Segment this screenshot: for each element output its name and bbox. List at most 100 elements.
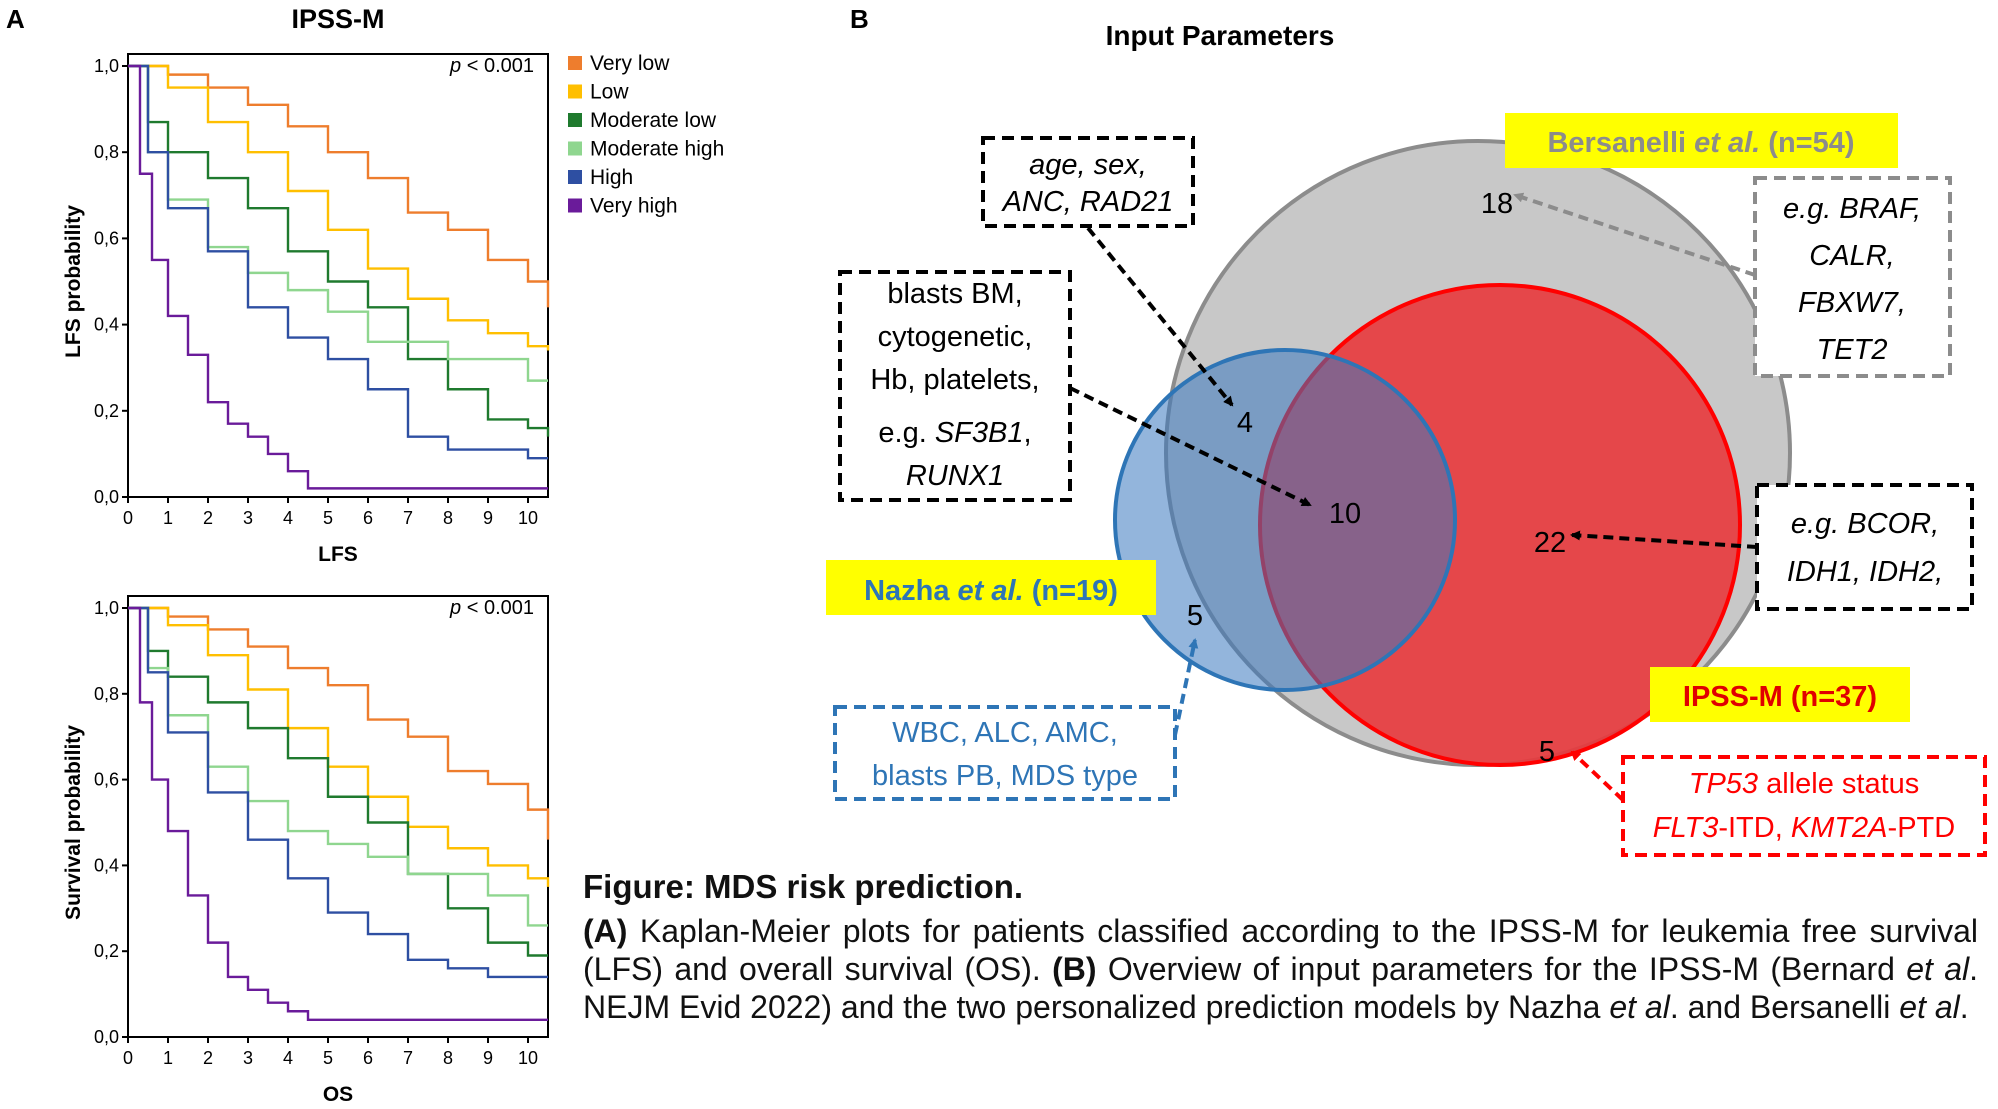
box-wbc-l1: WBC, ALC, AMC, [892, 717, 1118, 749]
x-tick-label: 2 [203, 508, 213, 528]
x-axis-label: LFS [318, 543, 358, 566]
venn-title: Input Parameters [1106, 20, 1335, 51]
y-tick-label: 0,8 [94, 684, 119, 704]
box-tp53 [1621, 755, 1987, 857]
x-tick-label: 3 [243, 1048, 253, 1068]
km-plot-lfs: IPSS-M p < 0.001 0 1 2 3 4 5 6 7 8 9 10 0,0 0,2 0,4 0,6 0… [62, 4, 550, 566]
figure-caption: Figure: MDS risk prediction. (A) Kaplan-… [583, 868, 1978, 1026]
x-tick-label: 6 [363, 1048, 373, 1068]
km-series-line [128, 606, 550, 887]
label-bg-nazha [826, 560, 1156, 615]
y-tick-label: 0,6 [94, 228, 119, 248]
arrow-braf [1513, 192, 1756, 277]
x-tick-label: 6 [363, 508, 373, 528]
km-series-line [128, 606, 548, 979]
p-value-annotation: p < 0.001 [449, 597, 534, 619]
box-blasts-l2: cytogenetic, [878, 321, 1033, 353]
y-tick-label: 0,6 [94, 770, 119, 790]
count-ipssm-only: 5 [1539, 736, 1555, 768]
y-tick-label: 1,0 [94, 56, 119, 76]
x-tick-label: 0 [123, 1048, 133, 1068]
km-series-line [128, 606, 548, 1022]
arrow-tp53 [1570, 750, 1625, 802]
y-tick-label: 0,0 [94, 487, 119, 507]
box-blasts-l1: blasts BM, [887, 278, 1022, 310]
km-plot-os: p < 0.001 0 1 2 3 4 5 6 7 8 9 10 0,0 0,2 0,4 0,6 0,8 1,0 O… [62, 595, 550, 1106]
x-tick-label: 4 [283, 508, 293, 528]
caption-b-text1: Overview of input parameters for the IPS… [1096, 951, 1907, 987]
caption-a-label: (A) [583, 913, 628, 949]
y-tick-label: 0,0 [94, 1027, 119, 1047]
legend-swatch [568, 198, 582, 213]
km-series-line [128, 64, 550, 351]
x-tick-label: 10 [518, 508, 538, 528]
caption-a-text: Kaplan-Meier plots for patients classifi… [583, 913, 1978, 987]
km-series-line [128, 606, 548, 957]
km-series-line [128, 64, 548, 382]
y-tick-label: 0,4 [94, 855, 119, 875]
box-wbc [833, 705, 1177, 801]
caption-b-text2: . NEJM Evid 2022) and the two personaliz… [583, 951, 1978, 1025]
x-tick-label: 8 [443, 1048, 453, 1068]
count-bersanelli-only: 18 [1481, 188, 1513, 220]
legend-label: High [590, 166, 633, 189]
km-series-line [128, 64, 548, 460]
legend-swatch [568, 113, 582, 127]
box-bcor [1755, 483, 1974, 611]
box-tp53-l2: FLT3-ITD, KMT2A-PTD [1653, 812, 1955, 844]
count-ipssm-bersanelli: 22 [1534, 527, 1566, 559]
box-bcor-l2: IDH1, IDH2, [1787, 556, 1943, 588]
y-axis-label: LFS probability [62, 205, 85, 358]
x-tick-label: 10 [518, 1048, 538, 1068]
legend-swatch [568, 141, 582, 156]
x-axis-label: OS [323, 1083, 353, 1106]
legend-swatch [568, 56, 582, 70]
box-braf-l1: e.g. BRAF, [1783, 193, 1921, 225]
x-tick-label: 0 [123, 508, 133, 528]
km-series-line [128, 64, 550, 437]
y-axis-label: Survival probability [62, 725, 85, 920]
box-braf-l3: FBXW7, [1798, 287, 1906, 319]
plot-title: IPSS-M [291, 4, 384, 34]
km-series-line [128, 606, 550, 840]
legend-label: Moderate high [590, 138, 724, 161]
x-tick-label: 9 [483, 508, 493, 528]
x-tick-label: 5 [323, 1048, 333, 1068]
box-age-line1: age, sex, [1029, 149, 1147, 181]
box-braf-l4: TET2 [1817, 334, 1888, 366]
x-tick-label: 5 [323, 508, 333, 528]
label-bg-bersanelli [1505, 113, 1898, 168]
p-value-annotation: p < 0.001 [449, 55, 534, 77]
caption-b-text3: . and Bersanelli [1669, 989, 1900, 1025]
x-tick-label: 4 [283, 1048, 293, 1068]
x-tick-label: 2 [203, 1048, 213, 1068]
y-tick-label: 0,2 [94, 401, 119, 421]
box-blasts-l4: e.g. SF3B1, [878, 417, 1031, 449]
plot-frame [127, 53, 549, 498]
caption-et-al-2: et al [1609, 989, 1670, 1025]
venn-diagram: Input Parameters Bersanelli et al. (n=54… [826, 20, 1987, 857]
box-blasts-l5: RUNX1 [906, 460, 1004, 492]
km-series-line [128, 64, 548, 490]
legend-label: Very high [590, 195, 678, 218]
legend-swatch [568, 170, 582, 184]
box-age-line2: ANC, RAD21 [1001, 186, 1174, 218]
y-tick-label: 0,4 [94, 315, 119, 335]
legend-label: Very low [590, 52, 670, 75]
km-series-line [128, 64, 550, 308]
venn-circle-nazha [1113, 348, 1457, 692]
plot-frame [127, 595, 549, 1038]
caption-b-text4: . [1959, 989, 1969, 1025]
caption-b-label: (B) [1052, 951, 1097, 987]
count-nazha-bersanelli: 4 [1237, 407, 1253, 439]
box-braf-l2: CALR, [1809, 240, 1894, 272]
box-age [981, 136, 1195, 228]
x-tick-label: 7 [403, 1048, 413, 1068]
legend-swatch [568, 84, 582, 99]
x-tick-label: 3 [243, 508, 253, 528]
y-tick-label: 0,2 [94, 941, 119, 961]
arrow-age [1086, 226, 1234, 407]
box-braf [1753, 176, 1952, 378]
x-tick-label: 9 [483, 1048, 493, 1068]
